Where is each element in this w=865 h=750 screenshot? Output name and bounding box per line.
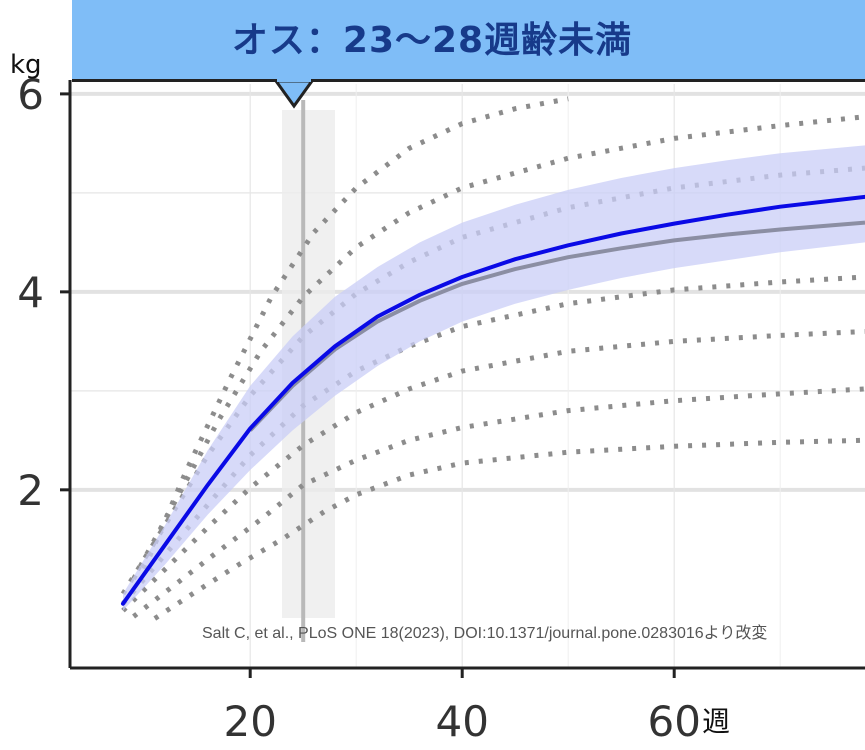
percentile-curve-6 — [132, 386, 865, 619]
title-banner — [72, 0, 865, 82]
y-tick-label-2: 2 — [17, 466, 44, 515]
reference-curve — [248, 220, 865, 432]
main-growth-curve — [121, 194, 865, 606]
y-tick-label-6: 6 — [17, 70, 44, 119]
chart-title: オス：23〜28週齢未満 — [231, 20, 633, 61]
percentile-dotted-curves — [120, 96, 865, 621]
tick-labels: 2 4 6 20 40 60 — [17, 70, 701, 746]
grid-lines — [70, 84, 865, 668]
x-axis-label: 週 — [702, 705, 731, 738]
percentile-curve-7 — [153, 437, 865, 621]
x-tick-label-60: 60 — [647, 697, 700, 746]
confidence-band — [123, 145, 865, 611]
y-axis-label: kg — [10, 50, 42, 80]
percentile-curve-2 — [131, 114, 865, 581]
source-credit: Salt C, et al., PLoS ONE 18(2023), DOI:1… — [202, 625, 768, 642]
y-tick-label-4: 4 — [17, 268, 44, 317]
growth-curves — [121, 194, 865, 606]
x-tick-label-20: 20 — [223, 697, 276, 746]
confidence-band-area — [123, 145, 865, 611]
percentile-curve-5 — [121, 329, 865, 613]
axes — [60, 80, 865, 678]
percentile-curve-1 — [141, 96, 569, 570]
x-tick-label-40: 40 — [435, 697, 488, 746]
